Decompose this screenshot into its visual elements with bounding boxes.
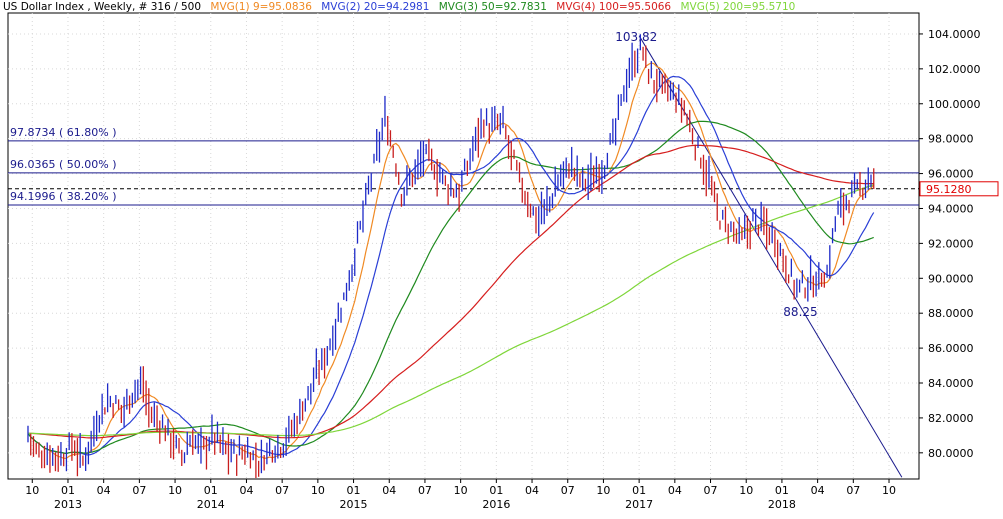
trendlines [638,35,903,478]
y-tick-label: 98.0000 [928,133,974,146]
x-year-label: 2017 [625,498,653,511]
y-tick-label: 88.0000 [928,307,974,320]
last-price-box [919,181,999,197]
x-tick-label: 10 [882,484,896,497]
fib-label: 94.1996 ( 38.20% ) [10,190,117,203]
x-tick-label: 07 [418,484,432,497]
moving-average-line [28,144,874,439]
moving-average-line [27,120,874,455]
y-tick-label: 92.0000 [928,237,974,250]
x-tick-label: 01 [489,484,503,497]
ma-label-2: MVG(2) 20=94.2981 [321,1,429,13]
price-annotation: 103.82 [615,30,657,44]
x-tick-label: 10 [25,484,39,497]
x-tick-label: 07 [846,484,860,497]
chart-title: US Dollar Index , Weekly, # 316 / 500 [3,1,201,13]
last-price-label: 95.1280 [926,183,972,196]
x-axis: 10 01 04 07 10 01 04 07 10 01 04 07 10 01 04 07 10 01 04 07… [25,479,896,511]
price-bars [27,34,875,479]
y-tick-label: 102.0000 [928,63,981,76]
x-tick-label: 10 [168,484,182,497]
x-year-label: 2016 [482,498,510,511]
fibonacci-levels: 97.8734 ( 61.80% ) 96.0365 ( 50.00% ) 94.1… [8,126,999,206]
grid [8,13,919,479]
x-tick-label: 01 [775,484,789,497]
x-tick-label: 04 [668,484,682,497]
x-tick-label: 07 [561,484,575,497]
x-year-label: 2013 [54,498,82,511]
x-year-label: 2018 [768,498,796,511]
annotations: 103.82 88.25 [615,30,817,319]
x-tick-label: 01 [347,484,361,497]
x-tick-label: 04 [525,484,539,497]
y-tick-label: 96.0000 [928,168,974,181]
plot-area [7,12,920,480]
y-tick-label: 86.0000 [928,342,974,355]
ma-label-5: MVG(5) 200=95.5710 [680,1,795,13]
y-tick-label: 90.0000 [928,272,974,285]
downtrend-line [638,35,903,478]
x-year-label: 2014 [197,498,225,511]
x-tick-label: 10 [454,484,468,497]
x-tick-label: 07 [704,484,718,497]
y-tick-label: 80.0000 [928,447,974,460]
y-tick-label: 84.0000 [928,377,974,390]
x-tick-label: 01 [61,484,75,497]
x-tick-label: 04 [382,484,396,497]
moving-average-line [28,184,874,437]
x-tick-label: 04 [239,484,253,497]
price-annotation: 88.25 [783,305,817,319]
fib-label: 97.8734 ( 61.80% ) [10,126,117,139]
x-tick-label: 04 [97,484,111,497]
ma-label-3: MVG(3) 50=92.7831 [439,1,547,13]
x-year-label: 2015 [340,498,368,511]
x-tick-label: 01 [632,484,646,497]
x-tick-label: 07 [275,484,289,497]
y-tick-label: 104.0000 [928,28,981,41]
y-tick-label: 100.0000 [928,98,981,111]
header-title: US Dollar Index , Weekly, # 316 / 500 MV… [3,1,795,13]
fib-label: 96.0365 ( 50.00% ) [10,158,117,171]
x-tick-label: 01 [204,484,218,497]
y-axis: 80.0000 82.0000 84.0000 86.0000 88.0000 90.00… [919,28,981,460]
ma-label-4: MVG(4) 100=95.5066 [556,1,671,13]
x-tick-label: 10 [596,484,610,497]
x-tick-label: 10 [311,484,325,497]
y-tick-label: 94.0000 [928,202,974,215]
x-tick-label: 10 [739,484,753,497]
y-tick-label: 82.0000 [928,412,974,425]
x-tick-label: 04 [811,484,825,497]
ma-label-1: MVG(1) 9=95.0836 [210,1,312,13]
x-tick-label: 07 [132,484,146,497]
